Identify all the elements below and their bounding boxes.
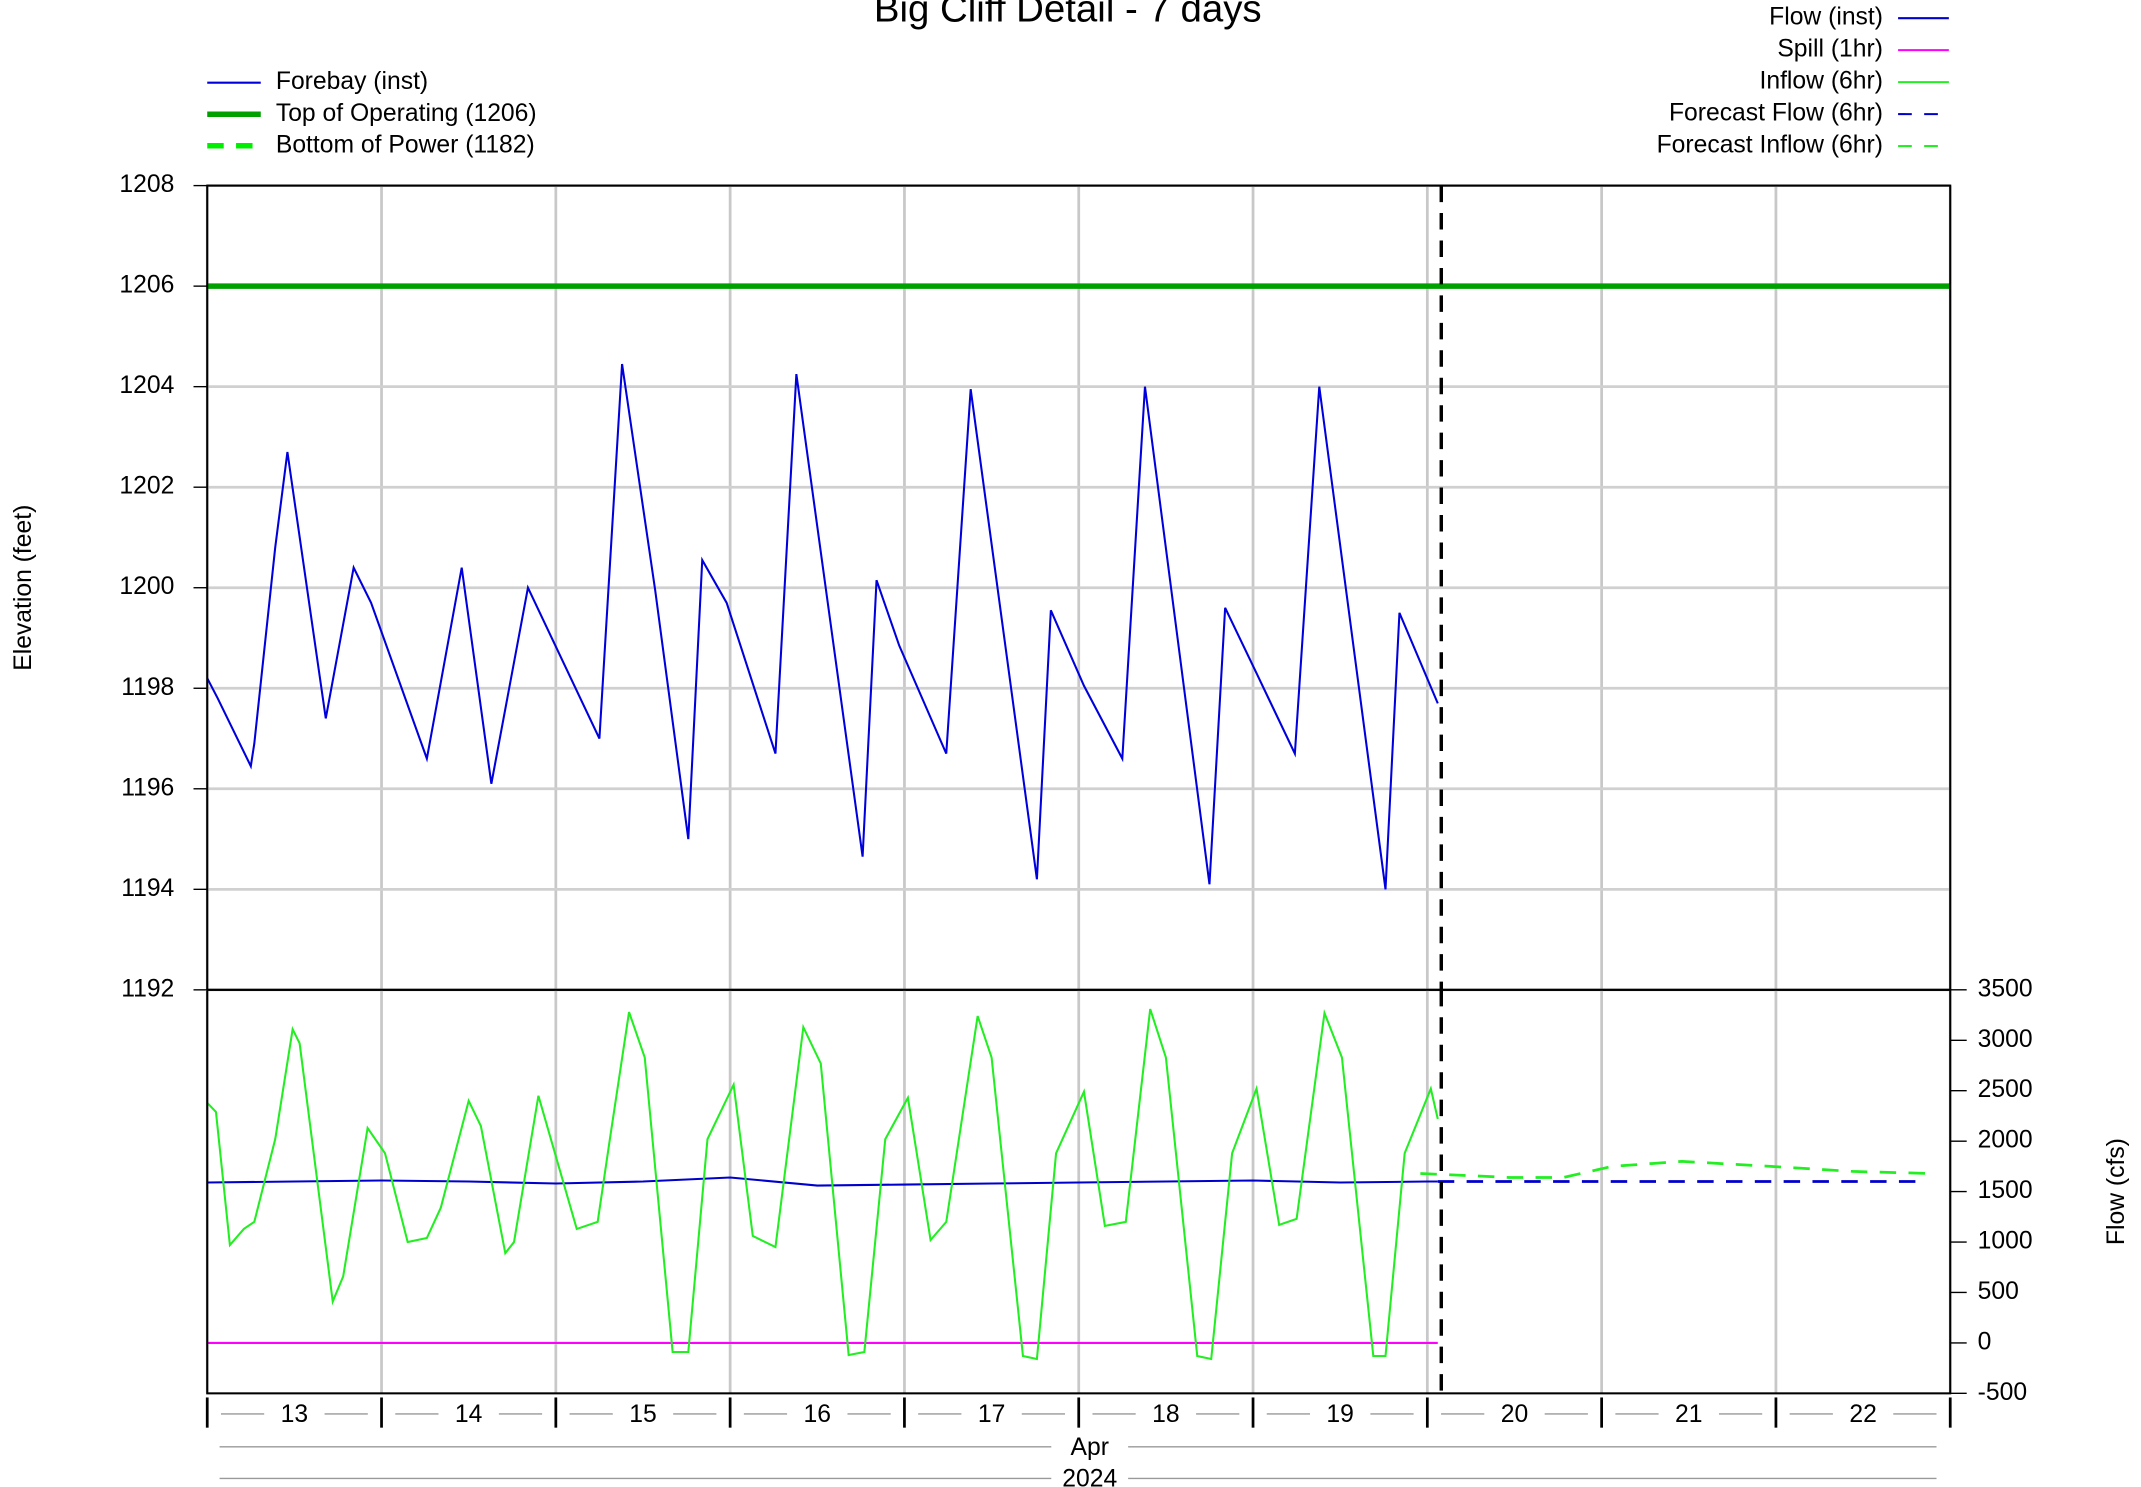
series-line	[1420, 1159, 1928, 1179]
y-tick-label: 1192	[121, 975, 174, 1002]
x-tick-label: 19	[1326, 1401, 1353, 1428]
x-tick-label: 21	[1675, 1401, 1702, 1428]
x-tick-label: 20	[1501, 1401, 1528, 1428]
y2-tick-label: 2000	[1978, 1127, 2033, 1154]
x-tick-label: 18	[1152, 1401, 1179, 1428]
legend-label: Bottom of Power (1182)	[276, 131, 535, 158]
x-tick-label: 15	[629, 1401, 656, 1428]
legend-label: Inflow (6hr)	[1759, 68, 1882, 95]
y-tick-label: 1200	[119, 573, 174, 600]
series-line	[207, 1176, 1438, 1187]
series-line	[206, 1008, 1439, 1361]
x-tick-label: 13	[281, 1401, 308, 1428]
y2-tick-label: 3000	[1978, 1026, 2033, 1053]
y-tick-label: 1206	[119, 272, 174, 299]
legend-label: Forebay (inst)	[276, 68, 428, 95]
y2-tick-label: 2500	[1978, 1076, 2033, 1103]
legend-label: Forecast Flow (6hr)	[1669, 100, 1883, 127]
y2-tick-label: -500	[1978, 1379, 2027, 1406]
legend-label: Flow (inst)	[1769, 4, 1883, 31]
x-tick-label: 17	[978, 1401, 1005, 1428]
y-tick-label: 1198	[121, 674, 174, 701]
chart-title: Big Cliff Detail - 7 days	[874, 0, 1262, 30]
y-tick-label: 1202	[119, 473, 174, 500]
y2-axis-label: Flow (cfs)	[2103, 1138, 2130, 1245]
y-tick-label: 1196	[121, 774, 174, 801]
legend-label: Top of Operating (1206)	[276, 100, 537, 127]
x-year-label: 2024	[1062, 1465, 1117, 1487]
y2-tick-label: 500	[1978, 1278, 2019, 1305]
y2-tick-label: 1000	[1978, 1228, 2033, 1255]
y-tick-label: 1194	[121, 875, 174, 902]
y-tick-label: 1204	[119, 372, 174, 399]
plot-frame	[206, 988, 1952, 1395]
legend-label: Forecast Inflow (6hr)	[1657, 132, 1883, 159]
y-tick-label: 1208	[119, 171, 174, 198]
y2-tick-label: 0	[1978, 1328, 1992, 1355]
y-axis-label: Elevation (feet)	[10, 505, 37, 671]
y2-tick-label: 3500	[1978, 975, 2033, 1002]
x-tick-label: 14	[455, 1401, 482, 1428]
x-month-label: Apr	[1071, 1434, 1109, 1461]
series-line	[206, 363, 1439, 890]
legend-label: Spill (1hr)	[1777, 36, 1883, 63]
y2-tick-label: 1500	[1978, 1177, 2033, 1204]
x-tick-label: 16	[804, 1401, 831, 1428]
x-tick-label: 22	[1849, 1401, 1876, 1428]
